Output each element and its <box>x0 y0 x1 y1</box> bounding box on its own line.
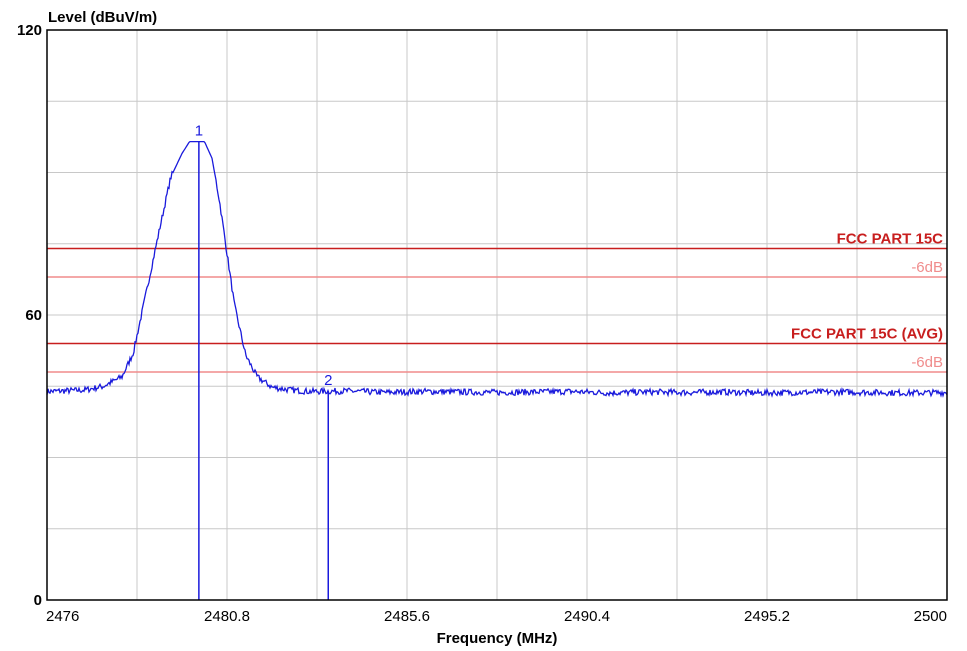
x-tick-label: 2490.4 <box>564 608 610 625</box>
plot-border <box>46 29 948 601</box>
ticks: 2476 2480.8 2485.6 2490.4 2495.2 2500 0 60 120 <box>17 22 947 625</box>
marker-label: 1 <box>195 123 203 140</box>
limit-line-label: FCC PART 15C <box>837 231 944 248</box>
limit-line-label: FCC PART 15C (AVG) <box>791 326 943 343</box>
limit-lines: FCC PART 15C -6dB FCC PART 15C (AVG) -6dB <box>47 231 947 373</box>
limit-line-label: -6dB <box>911 354 943 371</box>
grid <box>47 30 947 600</box>
y-tick-label: 0 <box>34 592 42 609</box>
y-tick-label: 120 <box>17 22 42 39</box>
x-tick-label: 2495.2 <box>744 608 790 625</box>
x-tick-label: 2485.6 <box>384 608 430 625</box>
marker-label: 2 <box>324 372 332 389</box>
markers: 12 <box>195 123 332 600</box>
y-tick-label: 60 <box>25 307 42 324</box>
series-layer <box>46 140 948 398</box>
series-line <box>46 140 948 398</box>
x-axis-label: Frequency (MHz) <box>437 630 558 647</box>
x-tick-label: 2500 <box>914 608 947 625</box>
x-tick-label: 2480.8 <box>204 608 250 625</box>
limit-line-label: -6dB <box>911 259 943 276</box>
y-axis-label: Level (dBuV/m) <box>48 9 157 26</box>
x-tick-label: 2476 <box>46 608 79 625</box>
